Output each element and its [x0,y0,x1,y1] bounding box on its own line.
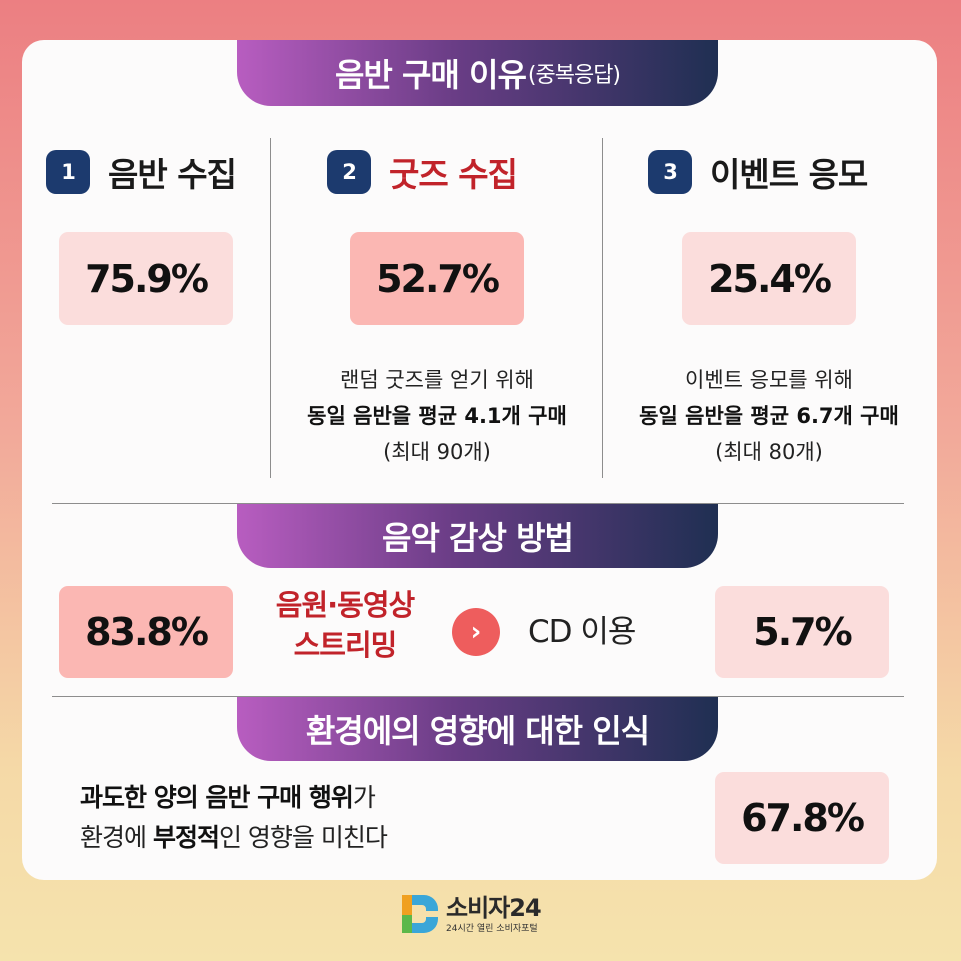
reason-2-description: 랜덤 굿즈를 얻기 위해 동일 음반을 평균 4.1개 구매 (최대 90개) [272,362,602,470]
logo-mark-icon [398,893,438,935]
reason-3-desc-line2: 동일 음반을 평균 6.7개 구매 [639,404,899,428]
env-line1-bold: 과도한 양의 음반 구매 행위 [80,783,354,812]
streaming-label: 음원·동영상 스트리밍 [245,585,445,665]
column-divider [270,138,271,478]
streaming-percent: 83.8% [59,586,233,678]
reason-2-percent: 52.7% [350,232,524,325]
env-line2-bold: 부정적 [152,823,220,852]
logo-name: 소비자24 [446,893,542,922]
reason-2-title: 2 굿즈 수집 [327,147,518,197]
section-banner-environment: 환경에의 영향에 대한 인식 [237,697,718,761]
consumer24-logo: 소비자24 24시간 열린 소비자포털 [398,893,542,935]
cd-percent: 5.7% [715,586,889,678]
reason-3-description: 이벤트 응모를 위해 동일 음반을 평균 6.7개 구매 (최대 80개) [604,362,934,470]
rank-badge-3: 3 [648,150,692,194]
reason-3-desc-line3: (최대 80개) [715,440,823,464]
env-line2-pre: 환경에 [80,823,153,852]
env-line1-rest: 가 [352,783,376,812]
reason-3-percent: 25.4% [682,232,856,325]
section-banner-listening-method: 음악 감상 방법 [237,504,718,568]
streaming-label-line2: 스트리밍 [293,628,398,662]
reason-2-label: 굿즈 수집 [389,155,518,194]
section-title: 환경에의 영향에 대한 인식 [305,712,650,750]
section-divider [52,696,904,697]
reason-3-desc-line1: 이벤트 응모를 위해 [685,368,853,392]
env-line2-rest: 인 영향을 미친다 [218,823,388,852]
chevron-right-icon: › [452,608,500,656]
rank-badge-1: 1 [46,150,90,194]
environment-statement: 과도한 양의 음반 구매 행위가 환경에 부정적인 영향을 미친다 [80,778,388,858]
rank-badge-2: 2 [327,150,371,194]
reason-1-title: 1 음반 수집 [46,147,237,197]
section-title: 음반 구매 이유 [334,56,527,94]
cd-label: CD 이용 [528,614,636,650]
column-divider [602,138,603,478]
section-divider [52,503,904,504]
logo-subtitle: 24시간 열린 소비자포털 [446,923,538,934]
reason-2-desc-line3: (최대 90개) [383,440,491,464]
reason-2-desc-line2: 동일 음반을 평균 4.1개 구매 [307,404,567,428]
reason-3-title: 3 이벤트 응모 [648,147,868,197]
reason-2-desc-line1: 랜덤 굿즈를 얻기 위해 [340,368,534,392]
section-banner-purchase-reasons: 음반 구매 이유 (중복응답) [237,40,718,106]
section-title: 음악 감상 방법 [382,519,574,557]
environment-percent: 67.8% [715,772,889,864]
reason-1-percent: 75.9% [59,232,233,325]
reason-3-label: 이벤트 응모 [710,155,868,194]
reason-1-label: 음반 수집 [108,155,237,194]
streaming-label-line1: 음원·동영상 [275,588,415,622]
section-title-note: (중복응답) [527,63,621,88]
